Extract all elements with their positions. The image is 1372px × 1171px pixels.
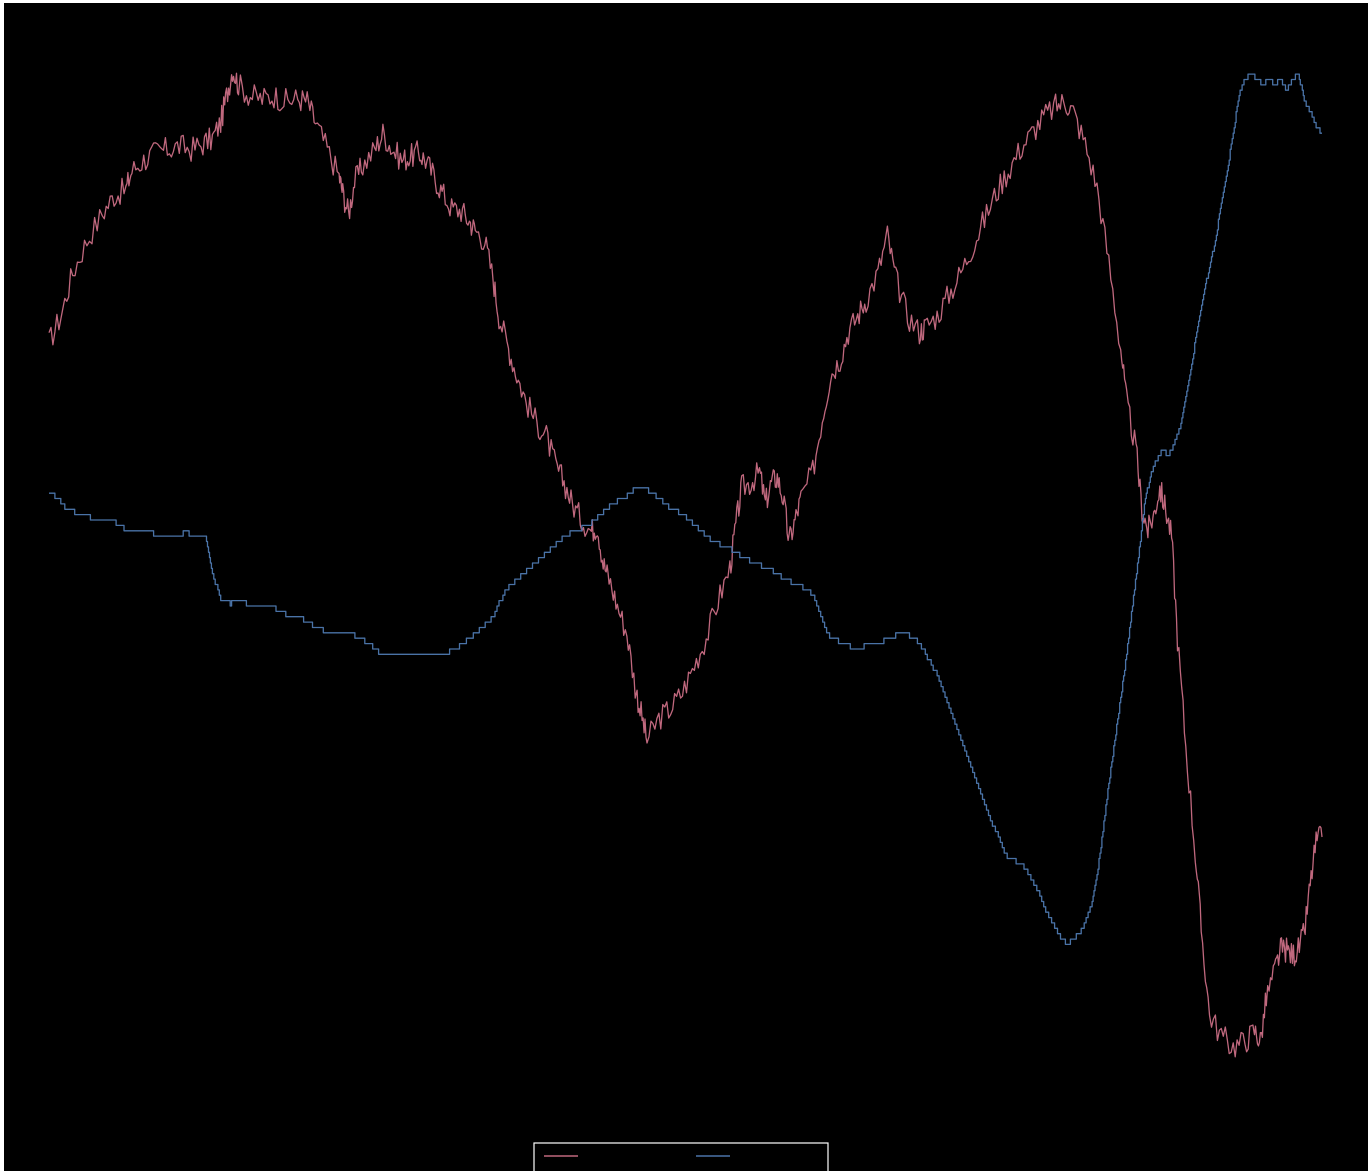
series-line-2: [49, 73, 1322, 946]
series-layer: [48, 72, 1323, 1058]
legend-box: [533, 1142, 829, 1171]
line-chart: [4, 3, 1368, 1171]
chart-area: [4, 3, 1368, 1171]
plot-background: [4, 3, 1368, 1171]
legend: [533, 1142, 829, 1171]
series-line-1: [48, 72, 1323, 1058]
